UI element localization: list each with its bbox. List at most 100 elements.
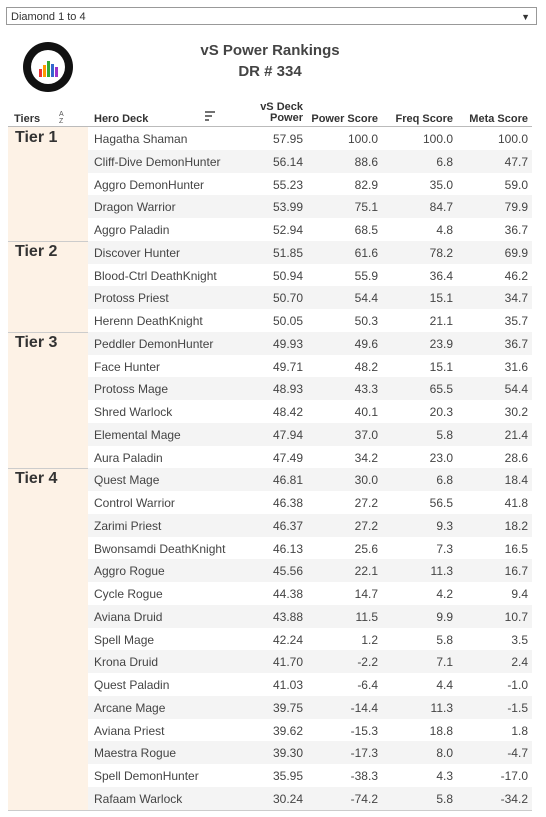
score: 21.4 — [504, 427, 528, 442]
hero-deck: Bwonsamdi DeathKnight — [94, 541, 226, 556]
score: 100.0 — [347, 132, 378, 146]
hero-deck: Aura Paladin — [94, 450, 163, 465]
score: 43.3 — [354, 382, 378, 397]
row-shade — [88, 513, 532, 537]
score: 10.7 — [504, 609, 528, 624]
hero-deck: Shred Warlock — [94, 405, 173, 419]
hero-deck: Herenn DeathKnight — [94, 314, 203, 328]
score: -6.4 — [357, 678, 378, 692]
score: 36.4 — [429, 268, 453, 283]
score: 18.2 — [504, 518, 528, 533]
score: 49.6 — [354, 336, 378, 351]
row-shade — [88, 604, 532, 628]
score: 34.2 — [354, 450, 378, 465]
dropdown-label: Diamond 1 to 4 — [11, 11, 86, 23]
row-shade — [88, 468, 532, 491]
score: 82.9 — [354, 177, 378, 192]
score: 7.3 — [436, 541, 453, 556]
score: 54.4 — [354, 291, 378, 306]
hero-deck: Zarimi Priest — [94, 518, 162, 533]
score: 75.1 — [354, 200, 378, 215]
score: 16.7 — [504, 564, 528, 579]
hero-deck: Quest Paladin — [94, 678, 170, 692]
column-header: Power Score — [311, 113, 378, 125]
hero-deck: Control Warrior — [94, 496, 175, 510]
dropdown[interactable]: Diamond 1 to 4 ▼ — [6, 7, 537, 25]
tier-band — [8, 240, 88, 332]
score: 4.2 — [436, 587, 453, 601]
score: -34.2 — [500, 791, 528, 806]
score: -1.0 — [507, 678, 528, 692]
row-shade — [88, 195, 532, 218]
score: 54.4 — [504, 382, 528, 397]
score: 4.8 — [436, 223, 453, 237]
score: 5.8 — [436, 632, 453, 647]
hero-deck: Face Hunter — [94, 359, 161, 374]
score: -17.0 — [500, 769, 528, 783]
row-shade — [88, 377, 532, 400]
score: 15.1 — [429, 359, 453, 374]
sort-icon[interactable]: AZ — [58, 110, 68, 124]
score: 4.3 — [436, 769, 453, 783]
score: 36.7 — [504, 336, 528, 351]
score: 18.4 — [504, 473, 528, 488]
hero-deck: Krona Druid — [94, 655, 159, 670]
score: 8.0 — [436, 746, 453, 761]
score: -17.3 — [350, 746, 378, 761]
score: 18.8 — [429, 723, 453, 738]
score: -14.4 — [350, 700, 378, 715]
column-header: vS Deck Power — [260, 101, 303, 124]
sort-icon[interactable] — [204, 111, 216, 121]
dropdown-arrow: ▼ — [521, 12, 530, 22]
score: 57.95 — [272, 132, 303, 146]
score: 49.71 — [272, 359, 303, 374]
row-shade — [88, 422, 532, 446]
score: 48.42 — [272, 405, 303, 419]
score: 52.94 — [272, 223, 303, 237]
row-shade — [88, 149, 532, 173]
score: 9.3 — [436, 518, 453, 533]
score: 47.7 — [504, 154, 528, 169]
row-shade — [88, 695, 532, 719]
score: 7.1 — [436, 655, 453, 670]
score: 39.30 — [272, 746, 303, 761]
hero-deck: Aggro DemonHunter — [94, 177, 205, 192]
hero-deck: Quest Mage — [94, 473, 160, 488]
tier-label: Tier 2 — [15, 242, 58, 260]
score: 100.0 — [422, 132, 453, 146]
score: 2.4 — [511, 655, 528, 670]
score: 55.23 — [272, 177, 303, 192]
score: 1.2 — [361, 632, 378, 647]
score: 84.7 — [429, 200, 453, 215]
hero-deck: Spell DemonHunter — [94, 769, 199, 783]
score: 47.49 — [272, 450, 303, 465]
score: 11.5 — [355, 609, 378, 624]
svg-text:Z: Z — [59, 118, 64, 124]
score: 27.2 — [354, 518, 378, 533]
score: 59.0 — [504, 177, 528, 192]
score: 46.81 — [272, 473, 303, 488]
score: 31.6 — [504, 359, 528, 374]
score: 16.5 — [504, 541, 528, 556]
score: 50.05 — [272, 314, 303, 328]
score: 61.6 — [354, 245, 378, 260]
hero-deck: Protoss Mage — [94, 382, 169, 397]
hero-deck: Aviana Druid — [94, 609, 163, 624]
score: 35.7 — [504, 314, 528, 328]
score: 46.37 — [272, 518, 303, 533]
tier-band — [8, 331, 88, 469]
hero-deck: Elemental Mage — [94, 427, 181, 442]
logo — [23, 42, 73, 92]
hero-deck: Rafaam Warlock — [94, 791, 183, 806]
score: 35.0 — [429, 177, 453, 192]
score: 42.24 — [272, 632, 303, 647]
score: 21.1 — [429, 314, 453, 328]
score: 6.8 — [436, 154, 453, 169]
score: 47.94 — [272, 427, 303, 442]
score: 11.3 — [430, 700, 453, 715]
row-shade — [88, 286, 532, 309]
score: 36.7 — [504, 223, 528, 237]
score: 34.7 — [504, 291, 528, 306]
score: 15.1 — [429, 291, 453, 306]
